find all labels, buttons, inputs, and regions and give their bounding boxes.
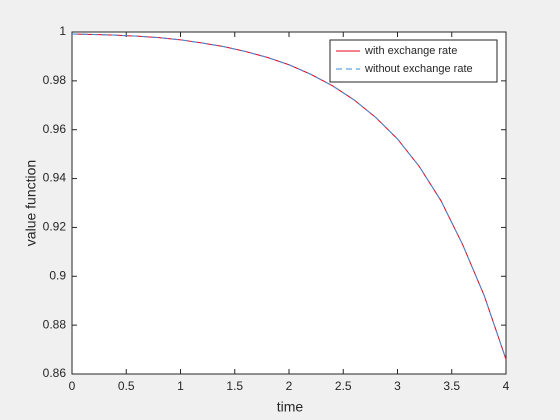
x-tick-label: 1.5 bbox=[226, 379, 243, 393]
x-tick-label: 0 bbox=[69, 379, 76, 393]
y-tick-label: 0.98 bbox=[43, 73, 67, 87]
legend-box bbox=[329, 39, 498, 83]
y-axis-label: value function bbox=[23, 160, 39, 246]
x-tick-label: 0.5 bbox=[118, 379, 135, 393]
y-tick-label: 0.94 bbox=[43, 171, 67, 185]
y-tick-label: 0.88 bbox=[43, 317, 67, 331]
x-tick-label: 1 bbox=[177, 379, 184, 393]
x-axis-label: time bbox=[277, 399, 304, 415]
y-tick-label: 0.9 bbox=[49, 268, 66, 282]
legend-label: without exchange rate bbox=[364, 63, 473, 75]
y-tick-label: 1 bbox=[59, 24, 66, 38]
legend-label: with exchange rate bbox=[364, 45, 457, 57]
x-tick-label: 3.5 bbox=[443, 379, 460, 393]
x-tick-label: 3 bbox=[394, 379, 401, 393]
y-tick-label: 0.92 bbox=[43, 220, 67, 234]
y-tick-label: 0.86 bbox=[43, 366, 67, 380]
x-tick-label: 4 bbox=[503, 379, 510, 393]
plot-area bbox=[71, 31, 507, 375]
line-series bbox=[71, 33, 507, 360]
x-tick-label: 2.5 bbox=[335, 379, 352, 393]
x-tick-label: 2 bbox=[286, 379, 293, 393]
y-tick-label: 0.96 bbox=[43, 122, 67, 136]
